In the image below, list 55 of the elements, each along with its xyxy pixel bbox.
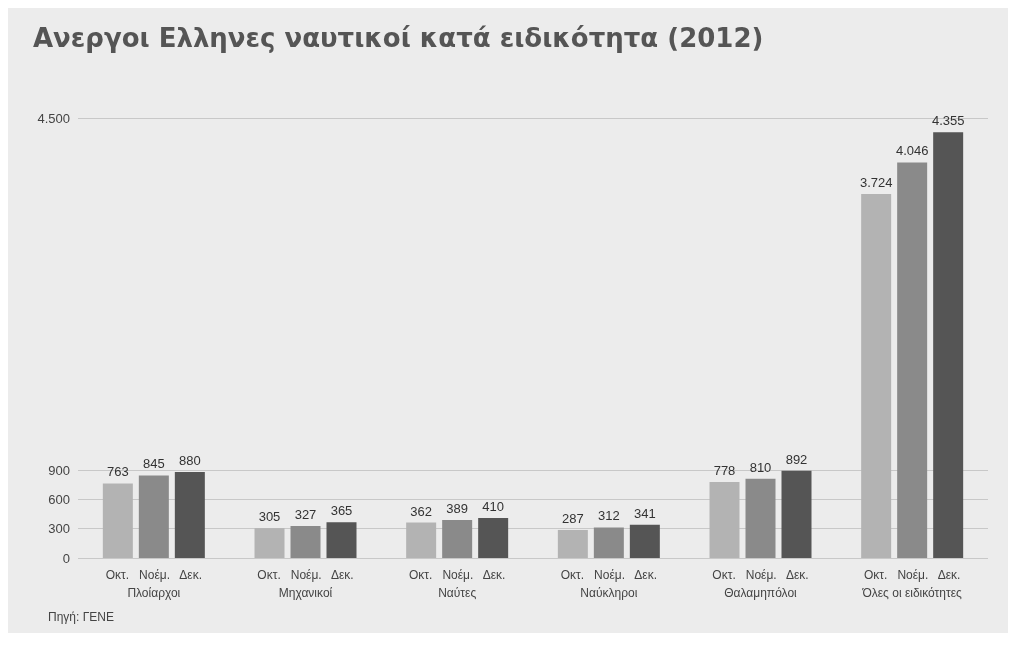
bar: [406, 522, 437, 558]
bar: [254, 528, 285, 558]
y-tick-label: 600: [48, 491, 70, 507]
text: 287: [561, 510, 584, 526]
bar: [290, 526, 321, 558]
x-tick-label: Ναύκληροι: [580, 586, 638, 600]
text: 3.724: [859, 174, 893, 190]
bar: [897, 162, 928, 558]
x-tick-label: Θαλαμηπόλοι: [724, 586, 798, 600]
bar: [745, 478, 776, 558]
text: 312: [597, 508, 620, 524]
bar: [138, 475, 169, 558]
bar: [709, 481, 740, 558]
text: 763: [106, 464, 129, 480]
text: 327: [294, 507, 317, 523]
text: Οκτ. Νοέμ. Δεκ.: [712, 568, 809, 582]
text: Οκτ. Νοέμ. Δεκ.: [257, 568, 354, 582]
y-tick-label: 900: [48, 462, 70, 478]
text: 4.046: [895, 143, 929, 159]
text: 305: [258, 509, 281, 525]
text: 365: [330, 503, 353, 519]
x-tick-label: Πλοίαρχοι: [127, 586, 181, 600]
chart-title: Ανεργοι Ελληνες ναυτικοί κατά ειδικότητα (2012): [33, 23, 764, 53]
text: Οκτ. Νοέμ. Δεκ.: [408, 568, 506, 582]
text: Οκτ. Νοέμ. Δεκ.: [560, 568, 658, 582]
bar: [933, 132, 964, 558]
bar: [629, 524, 660, 558]
text: 341: [633, 505, 656, 521]
text: Οκτ. Νοέμ. Δεκ.: [863, 568, 961, 582]
text: 362: [410, 503, 433, 519]
bar: [174, 471, 205, 558]
text: 4.355: [931, 113, 965, 129]
text: Οκτ. Νοέμ. Δεκ.: [105, 568, 203, 582]
text: 880: [178, 452, 201, 468]
x-tick-label: Ναύτες: [438, 586, 477, 600]
text: 778: [713, 462, 736, 478]
bar: [102, 483, 133, 558]
text: 892: [785, 451, 808, 467]
y-tick-label: 0: [62, 550, 70, 566]
bar: [593, 527, 624, 558]
x-tick-label: Μηχανικοί: [278, 586, 333, 600]
bar: [478, 517, 509, 558]
bar: [557, 529, 588, 558]
y-tick-label: 4.500: [37, 110, 70, 126]
bar: [442, 519, 473, 558]
text: 389: [446, 500, 469, 516]
text: Πηγή: ΓΕΝΕ: [48, 610, 114, 624]
bar: [861, 193, 892, 558]
text: 845: [142, 456, 165, 472]
bar: [781, 470, 812, 558]
text: 410: [482, 498, 505, 514]
bar: [326, 522, 357, 558]
x-tick-label: Όλες οι ειδικότητες: [861, 586, 963, 600]
y-tick-label: 300: [48, 521, 70, 537]
text: 810: [749, 459, 772, 475]
